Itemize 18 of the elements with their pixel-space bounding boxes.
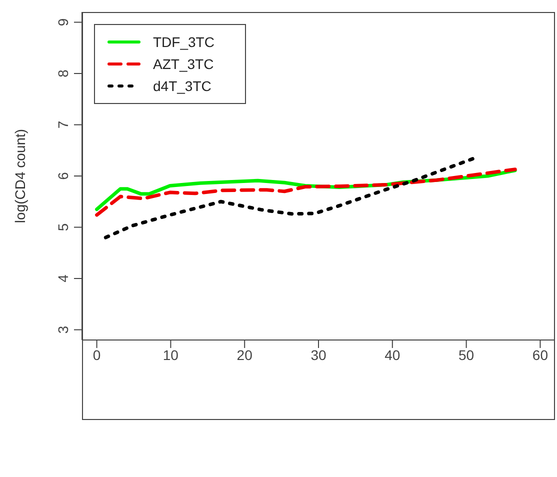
y-tick-label: 6 <box>55 172 71 180</box>
y-axis-title: log(CD4 count) <box>12 128 28 224</box>
x-tick-label: 20 <box>236 346 253 363</box>
x-tick-label: 50 <box>458 346 474 363</box>
legend-label: TDF_3TC <box>153 34 214 50</box>
y-tick-label: 7 <box>55 120 71 129</box>
legend-label: d4T_3TC <box>153 78 212 94</box>
y-tick-label: 4 <box>55 274 71 282</box>
x-tick-label: 30 <box>310 346 326 363</box>
x-tick-label: 10 <box>162 346 179 363</box>
y-tick-label: 9 <box>55 18 71 26</box>
x-tick-label: 0 <box>92 346 101 363</box>
x-tick-label: 60 <box>532 346 548 363</box>
y-tick-label: 8 <box>55 69 71 78</box>
y-tick-label: 3 <box>55 326 71 334</box>
x-tick-label: 40 <box>384 346 400 363</box>
y-tick-label: 5 <box>55 223 71 232</box>
legend-label: AZT_3TC <box>153 56 214 72</box>
